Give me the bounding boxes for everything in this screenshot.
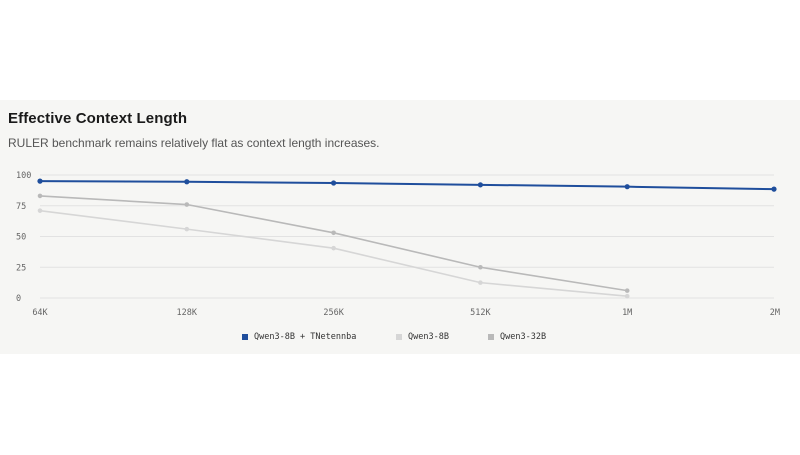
x-tick-label: 1M (622, 308, 632, 318)
data-point (624, 293, 630, 299)
legend-label: Qwen3-8B + TNetennba (254, 332, 357, 342)
y-tick-label: 0 (16, 294, 21, 304)
data-point (37, 178, 43, 184)
data-point (331, 230, 336, 236)
y-tick-label: 100 (16, 171, 31, 181)
legend-swatch (396, 334, 402, 340)
x-tick-label: 128K (177, 308, 198, 318)
x-tick-label: 256K (323, 308, 344, 318)
series-line (39, 209, 628, 297)
data-point (477, 182, 483, 188)
chart-title: Effective Context Length (8, 110, 188, 127)
data-point (478, 280, 483, 285)
y-tick-label: 50 (16, 233, 26, 243)
x-tick-label: 512K (470, 308, 491, 318)
x-tick-label: 64K (32, 308, 48, 318)
chart-panel: Effective Context Length RULER benchmark… (0, 100, 800, 354)
y-tick-label: 25 (16, 263, 26, 273)
y-axis-ticks: 100 75 50 25 0 (16, 171, 31, 304)
line-chart: 100 75 50 25 0 64K 128K 256K 512K 1M 2M (16, 171, 780, 318)
series-lines (37, 178, 777, 299)
legend-label: Qwen3-32B (500, 332, 547, 342)
series-line (39, 195, 628, 292)
x-axis-ticks: 64K 128K 256K 512K 1M 2M (32, 308, 780, 318)
data-point (624, 184, 630, 190)
data-point (37, 193, 43, 199)
legend-item: Qwen3-8B (396, 332, 449, 342)
data-point (331, 245, 336, 251)
series-line (39, 180, 775, 191)
legend-item: Qwen3-8B + TNetennba (242, 332, 356, 342)
x-tick-label: 2M (770, 308, 780, 318)
data-point (331, 180, 337, 186)
legend-swatch (242, 334, 248, 340)
data-point (184, 202, 190, 207)
legend-item: Qwen3-32B (488, 332, 546, 342)
legend-swatch (488, 334, 494, 340)
data-point (184, 179, 190, 185)
data-point (624, 288, 630, 293)
y-tick-label: 75 (16, 202, 26, 212)
legend-label: Qwen3-8B (408, 332, 449, 342)
data-point (184, 226, 190, 232)
grid-lines (40, 174, 774, 299)
data-point (37, 208, 43, 213)
data-point (771, 186, 777, 192)
data-point (478, 264, 483, 270)
chart-subtitle: RULER benchmark remains relatively flat … (8, 136, 380, 150)
